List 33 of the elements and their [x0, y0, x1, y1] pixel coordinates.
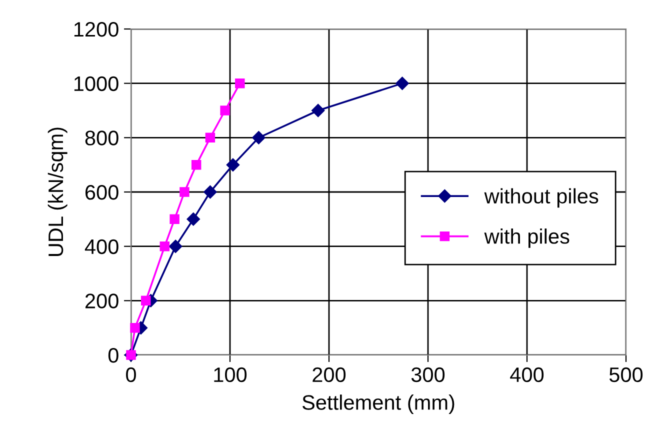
x-tick-label: 200 [312, 367, 346, 382]
point [235, 78, 245, 88]
y-tick-label: 800 [85, 130, 118, 146]
x-axis-title: Settlement (mm) [302, 394, 454, 414]
x-tick-label: 500 [609, 367, 643, 382]
point [168, 240, 182, 253]
legend-label: without piles [484, 188, 598, 208]
point [396, 76, 409, 90]
x-tick-label: 100 [214, 367, 247, 382]
y-tick-label: 0 [108, 348, 118, 363]
point [220, 106, 230, 116]
x-tick-label: 0 [126, 367, 136, 382]
point [160, 241, 170, 252]
y-tick-label: 1000 [74, 76, 118, 92]
y-tick-label: 1200 [74, 22, 118, 37]
point [140, 296, 151, 306]
y-tick-label: 600 [85, 185, 118, 200]
point [180, 187, 190, 197]
point [205, 132, 216, 143]
point [191, 160, 202, 170]
legend-label: with piles [484, 228, 570, 248]
point [226, 158, 240, 172]
x-tick-label: 300 [411, 367, 445, 382]
point [130, 322, 140, 333]
y-axis-title: UDL (kN/sqm) [48, 128, 68, 256]
point [204, 185, 217, 199]
y-tick-label: 400 [84, 239, 118, 254]
point [252, 131, 266, 144]
x-tick-label: 400 [510, 367, 544, 382]
point [186, 212, 200, 226]
point [170, 214, 180, 224]
y-tick-label: 200 [85, 294, 118, 308]
point [312, 104, 325, 118]
